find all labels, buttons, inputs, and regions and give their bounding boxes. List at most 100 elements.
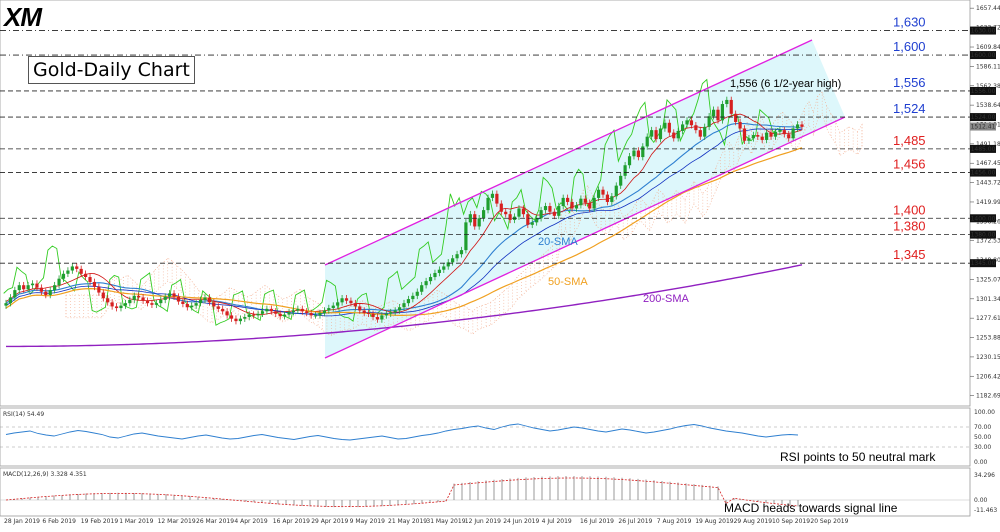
candle [517, 205, 521, 220]
candle-body [725, 99, 729, 105]
candle [327, 304, 331, 314]
candle [53, 281, 57, 294]
candle [667, 119, 671, 136]
candle-body [238, 318, 242, 322]
x-tick-label: 16 Jul 2019 [580, 518, 614, 525]
candle [198, 296, 203, 307]
candle [141, 294, 145, 304]
candle [287, 308, 291, 318]
candle [539, 206, 543, 222]
candle-body [61, 273, 66, 279]
candle-body [645, 136, 649, 147]
candle [101, 289, 105, 302]
candle-body [756, 135, 760, 137]
candle [548, 202, 552, 216]
candle [707, 112, 711, 131]
candle-body [517, 208, 521, 217]
candle-body [486, 197, 490, 211]
y-tick-label: 1182.69 [976, 393, 1000, 400]
candle-body [185, 303, 189, 308]
candle-body [269, 308, 273, 312]
x-tick-label: 26 Mar 2019 [196, 518, 234, 525]
candle [561, 194, 565, 210]
candle [318, 309, 322, 319]
price-box-bg [970, 26, 996, 35]
x-tick-label: 19 Aug 2019 [695, 518, 734, 525]
candle [119, 302, 123, 312]
y-tick-label: 1301.34 [976, 296, 1000, 303]
candle-body [765, 132, 769, 140]
candle-body [455, 254, 459, 259]
candle-body [596, 189, 601, 198]
candle [207, 294, 212, 306]
candle [380, 312, 384, 323]
rsi-tick-label: 30.00 [974, 444, 991, 451]
price-box-label: 1556.00 [971, 88, 996, 95]
candle-body [358, 306, 362, 311]
candle [800, 121, 804, 131]
candle [574, 201, 579, 212]
candle [322, 307, 326, 317]
candle-body [114, 306, 119, 309]
rsi-tick-label: 100.00 [974, 409, 995, 416]
candle-body [48, 290, 52, 296]
candle-body [650, 130, 654, 137]
candle-body [190, 305, 194, 308]
candle [97, 283, 101, 296]
price-box: 1630.00 [970, 26, 996, 35]
candle-body [106, 298, 110, 303]
candle-body [641, 146, 645, 158]
candle [742, 125, 747, 145]
candle-body [685, 120, 689, 125]
candle-body [119, 305, 123, 309]
candle-body [738, 121, 742, 129]
candle [566, 194, 570, 206]
candle-body [397, 307, 402, 311]
candle [588, 199, 592, 212]
candle [70, 263, 74, 274]
candle [769, 129, 773, 140]
candle-body [406, 299, 411, 304]
candle [123, 299, 127, 309]
level-label: 1,456 [893, 157, 926, 172]
candle [415, 288, 419, 300]
candle [459, 246, 464, 258]
candle [278, 310, 282, 320]
candle [159, 296, 163, 307]
candle [627, 152, 632, 169]
candle-body [504, 211, 508, 215]
y-tick-label: 1586.11 [976, 63, 1000, 70]
candle-body [84, 273, 88, 278]
candle [367, 309, 371, 318]
candle [168, 290, 172, 300]
candle [17, 281, 21, 294]
candle [703, 123, 707, 140]
candle-body [212, 302, 216, 307]
rsi-label: RSI(14) 54.49 [3, 411, 44, 418]
candle-body [800, 124, 804, 127]
rsi-line [5, 423, 799, 441]
candle-body [698, 130, 702, 137]
level-label: 1,380 [893, 219, 926, 234]
price-box-bg [970, 51, 996, 60]
candle-body [411, 295, 415, 300]
candle-body [256, 313, 260, 316]
candle-body [234, 318, 238, 322]
y-tick-label: 1253.88 [976, 335, 1000, 342]
candle-body [676, 130, 680, 139]
candle [234, 315, 238, 325]
candle-body [751, 135, 755, 139]
candle-body [663, 122, 667, 129]
price-box-label: 1456.00 [971, 170, 996, 177]
price-box: 1345.00 [970, 259, 996, 268]
candle-body [79, 268, 83, 274]
candle [698, 126, 702, 140]
candle-body [393, 310, 397, 313]
candle-body [672, 132, 676, 139]
candle-body [415, 291, 419, 296]
y-tick-label: 1491.18 [976, 141, 1000, 148]
candle [619, 172, 623, 189]
candle-body [53, 285, 57, 291]
candle [172, 290, 176, 300]
candle-body [331, 305, 335, 309]
